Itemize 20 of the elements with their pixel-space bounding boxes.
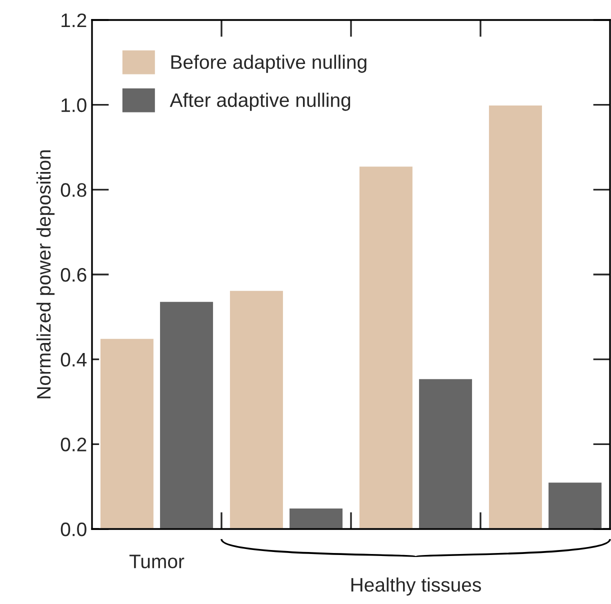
y-tick-label: 0.8 (60, 183, 86, 197)
bar (228, 290, 284, 529)
y-tick-label: 0.2 (60, 438, 86, 452)
bar (288, 507, 344, 529)
y-tick-label: 0.0 (60, 522, 86, 536)
y-tick-label: 1.2 (62, 13, 86, 28)
legend-label: After adaptive nulling (170, 92, 350, 111)
x-tick-label: Tumor (129, 554, 184, 568)
bar (99, 337, 155, 529)
y-tick-label: 0.4 (60, 352, 87, 367)
bar (158, 300, 214, 529)
y-tick-label: 0.6 (60, 268, 86, 282)
legend-label: Before adaptive nulling (171, 54, 366, 73)
text: Healthy tissues (351, 577, 481, 596)
y-axis-title: Normalized power deposition (36, 150, 55, 398)
bar (358, 165, 414, 529)
bar (547, 481, 603, 529)
bar (488, 104, 544, 529)
y-tick-label: 1.0 (62, 98, 86, 112)
bar (418, 378, 474, 529)
